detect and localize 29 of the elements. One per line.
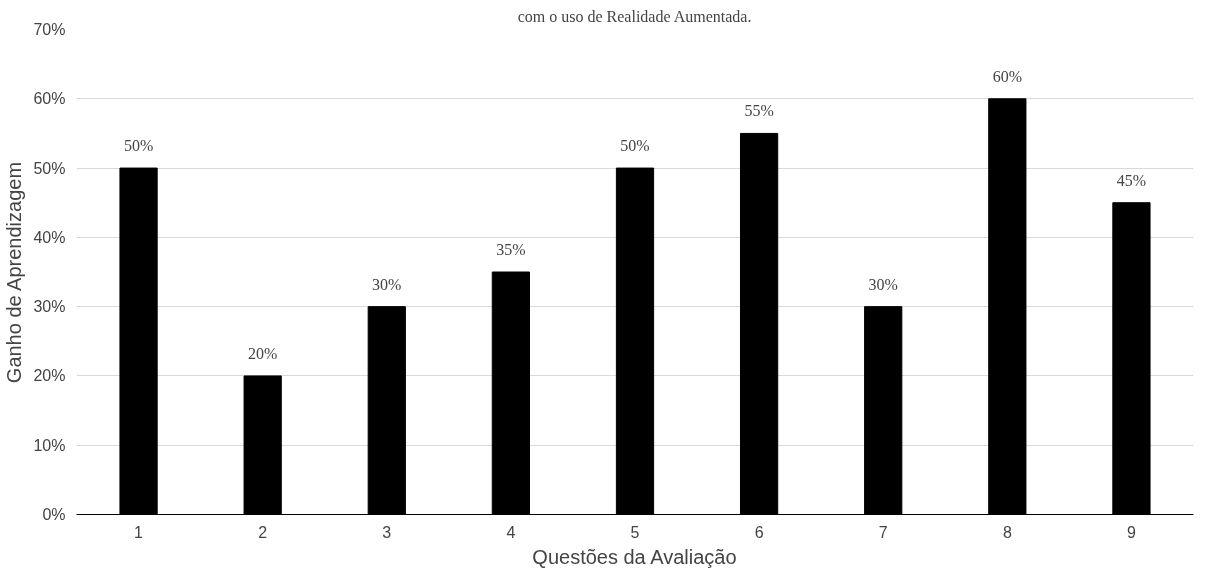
x-axis-title: Questões da Avaliação bbox=[532, 545, 737, 568]
x-tick-label: 6 bbox=[754, 523, 764, 541]
chart-title: com o uso de Realidade Aumentada. bbox=[517, 7, 752, 25]
x-tick-label: 7 bbox=[878, 523, 888, 541]
x-tick-label: 3 bbox=[382, 523, 392, 541]
x-tick-label: 8 bbox=[1002, 523, 1012, 541]
x-tick-label: 2 bbox=[258, 523, 268, 541]
y-tick-label: 30% bbox=[33, 298, 66, 316]
data-label: 35% bbox=[496, 241, 526, 258]
y-tick-label: 0% bbox=[42, 506, 66, 523]
x-tick-label: 4 bbox=[506, 523, 516, 541]
data-label: 20% bbox=[248, 344, 278, 362]
data-label: 50% bbox=[620, 137, 650, 155]
y-tick-label: 60% bbox=[33, 90, 66, 108]
y-tick-label: 20% bbox=[33, 367, 66, 385]
data-label: 30% bbox=[868, 275, 898, 293]
data-label: 60% bbox=[992, 67, 1022, 85]
x-tick-label: 1 bbox=[134, 523, 144, 541]
data-label: 30% bbox=[372, 275, 402, 293]
y-axis-title: Ganho de Aprendizagem bbox=[3, 161, 26, 384]
y-tick-label: 50% bbox=[33, 159, 66, 177]
y-tick-label: 40% bbox=[33, 228, 66, 246]
data-label: 50% bbox=[123, 137, 154, 155]
x-tick-label: 9 bbox=[1127, 523, 1136, 541]
x-tick-label: 5 bbox=[630, 523, 640, 541]
data-label: 55% bbox=[744, 102, 774, 120]
y-tick-label: 70% bbox=[33, 21, 66, 38]
y-tick-label: 10% bbox=[33, 436, 66, 454]
data-label: 45% bbox=[1116, 171, 1147, 189]
